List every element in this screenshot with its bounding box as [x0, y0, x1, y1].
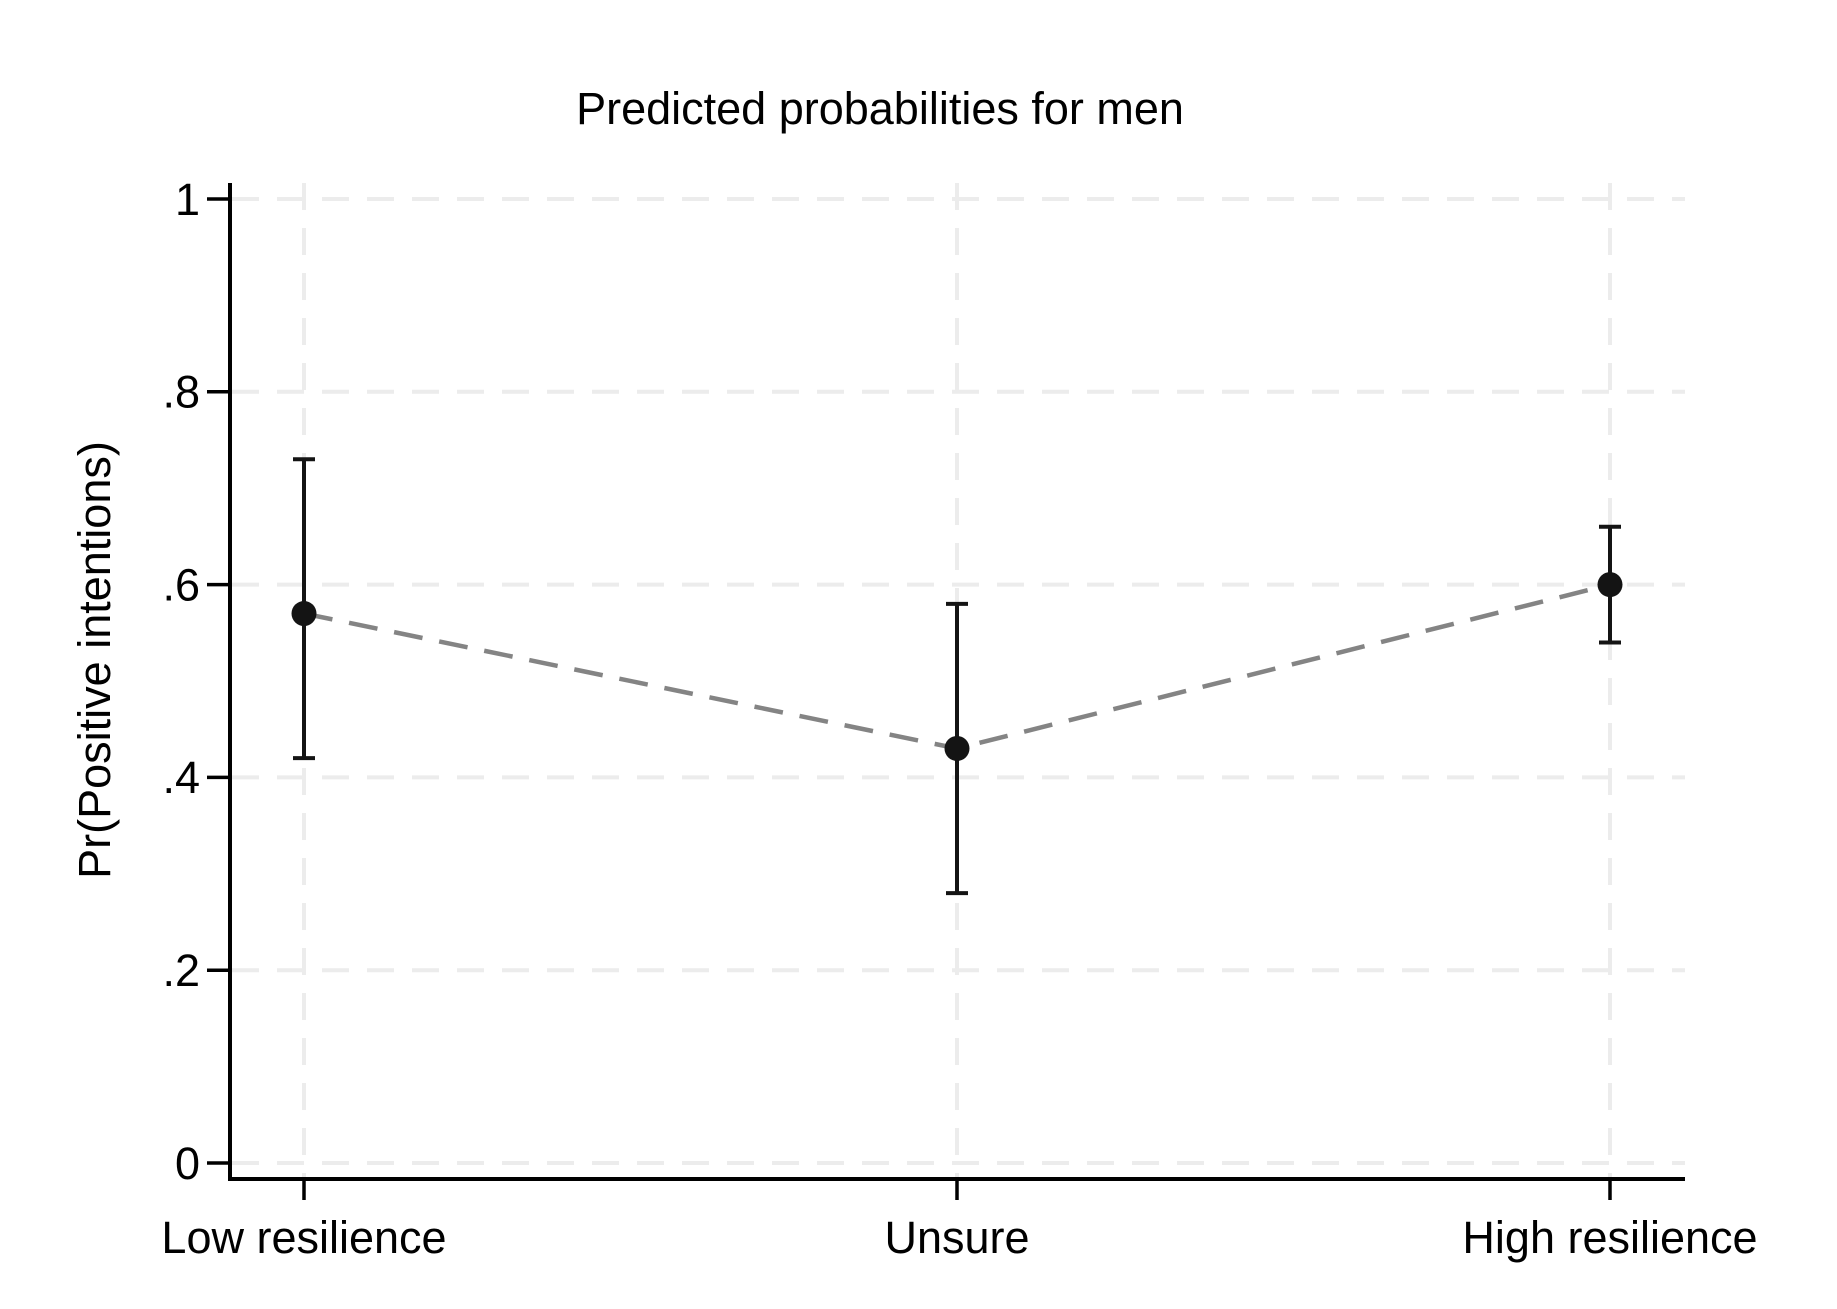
x-axis-ticks	[302, 1179, 1612, 1200]
data-point-marker	[291, 601, 317, 627]
y-tick-label: .6	[162, 559, 200, 610]
x-category-label: Unsure	[884, 1212, 1029, 1263]
y-tick-label: .8	[162, 367, 200, 418]
data-points	[291, 572, 1623, 761]
data-point-marker	[944, 735, 970, 761]
x-axis-tick-labels: Low resilience Unsure High resilience	[161, 1212, 1757, 1263]
y-axis-tick-labels: 0 .2 .4 .6 .8 1	[162, 174, 200, 1189]
y-tick-label: 1	[175, 174, 200, 225]
y-tick-label: .2	[162, 945, 200, 996]
y-axis-ticks	[207, 197, 230, 1165]
y-axis-title: Pr(Positive intentions)	[69, 441, 120, 879]
data-point-marker	[1597, 572, 1623, 598]
chart-title: Predicted probabilities for men	[576, 83, 1184, 134]
y-tick-label: 0	[175, 1138, 200, 1189]
x-category-label: Low resilience	[161, 1212, 446, 1263]
y-tick-label: .4	[162, 752, 200, 803]
x-category-label: High resilience	[1462, 1212, 1757, 1263]
